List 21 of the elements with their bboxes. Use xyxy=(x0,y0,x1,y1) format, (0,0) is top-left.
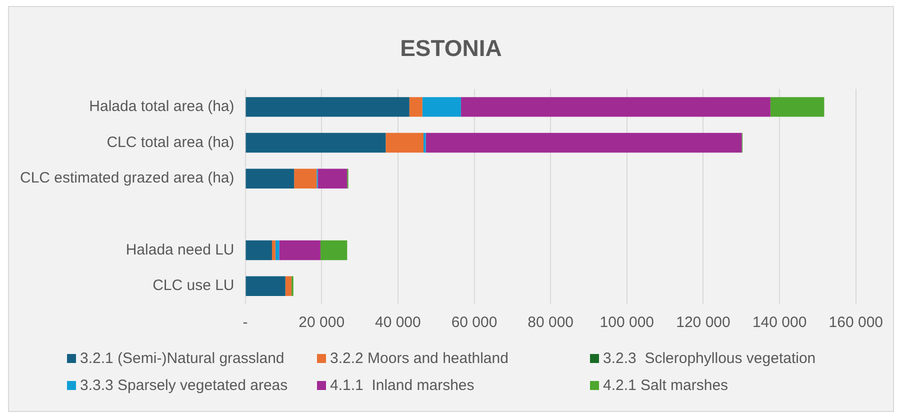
x-tick-label: 80 000 xyxy=(528,314,574,332)
y-tick-label: CLC use LU xyxy=(152,277,234,294)
legend-label: 4.1.1 Inland marshes xyxy=(330,377,474,394)
x-tick-label: - xyxy=(242,314,248,332)
legend-label: 3.2.3 Sclerophyllous vegetation xyxy=(603,350,816,367)
y-tick-label: Halada need LU xyxy=(126,241,234,258)
x-tick-label: 120 000 xyxy=(676,314,730,332)
y-tick-label: Halada total area (ha) xyxy=(89,98,234,116)
chart-title: ESTONIA xyxy=(399,35,503,62)
x-tick-label: 40 000 xyxy=(374,314,421,332)
x-tick-label: 20 000 xyxy=(298,314,345,332)
x-tick-label: 160 000 xyxy=(828,314,884,332)
x-tick-label: 140 000 xyxy=(752,314,807,332)
x-tick-label: 100 000 xyxy=(600,314,654,332)
legend-label: 3.2.1 (Semi-)Natural grassland xyxy=(80,350,284,367)
x-tick-label: 60 000 xyxy=(451,314,498,332)
legend-label: 3.3.3 Sparsely vegetated areas xyxy=(80,377,288,394)
legend-label: 4.2.1 Salt marshes xyxy=(603,377,728,394)
y-tick-label: CLC estimated grazed area (ha) xyxy=(20,170,234,187)
legend-label: 3.2.2 Moors and heathland xyxy=(330,350,508,367)
y-tick-label: CLC total area (ha) xyxy=(106,134,234,151)
